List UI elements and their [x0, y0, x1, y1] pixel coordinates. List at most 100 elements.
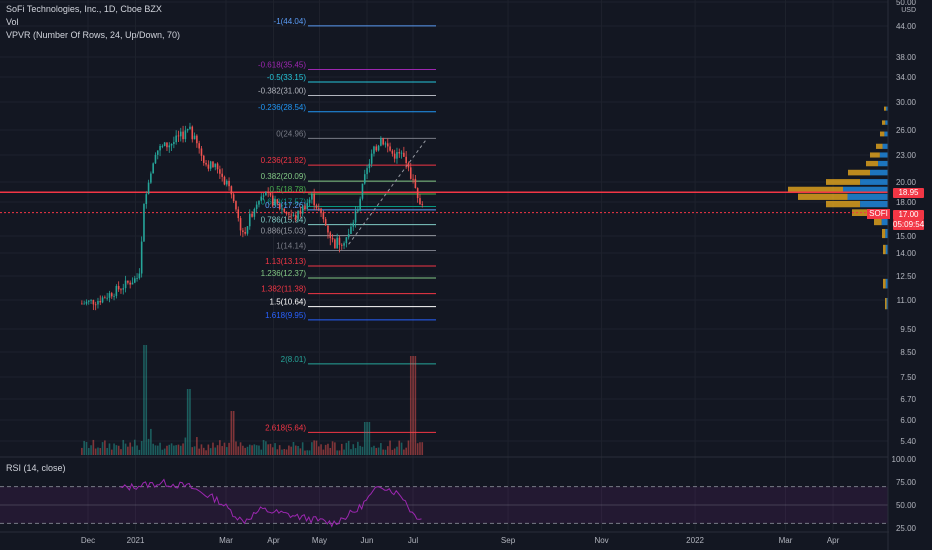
volume-bar [99, 448, 102, 455]
volume-bar [92, 439, 95, 455]
candle-body [416, 188, 419, 199]
candle-body [193, 135, 196, 140]
volume-bar [251, 445, 253, 455]
candle-body [380, 138, 382, 146]
candle-body [283, 208, 286, 212]
volume-bar [301, 442, 304, 455]
volume-bar [352, 444, 355, 455]
volume-bar [377, 447, 380, 455]
candle-body [212, 161, 214, 168]
candle-body [196, 135, 198, 144]
volume-bar [110, 449, 113, 455]
candle-body [292, 214, 295, 216]
volume-bar [159, 442, 161, 455]
candle-body [311, 194, 313, 200]
price-tick-label: 50.00 [896, 0, 917, 7]
volume-bar [386, 446, 389, 455]
vpvr-bar-down [876, 143, 883, 149]
time-tick-label: Apr [827, 536, 840, 545]
candle-body [207, 164, 210, 169]
volume-bar [120, 449, 122, 455]
volume-bar [317, 446, 320, 455]
volume-bar [343, 449, 345, 455]
candle-body [173, 142, 175, 144]
vpvr-bar-down [883, 244, 886, 255]
candle-body [373, 146, 375, 154]
candle-body [85, 301, 88, 304]
volume-bar [87, 448, 90, 455]
volume-bar [228, 442, 230, 455]
rsi-legend: RSI (14, close) [6, 463, 66, 473]
time-tick-label: Jun [361, 536, 374, 545]
candle-body [115, 285, 118, 296]
candle-body [248, 213, 251, 227]
volume-bar [338, 450, 341, 455]
volume-bar [297, 445, 299, 455]
candle-body [269, 192, 272, 196]
fib-level-label: 1(14.14) [276, 242, 306, 251]
candle-body [161, 145, 164, 147]
volume-bar [265, 441, 267, 455]
volume-bar [173, 445, 175, 455]
volume-bar [398, 440, 401, 455]
vpvr-bar-down [884, 106, 887, 111]
volume-bar [85, 442, 88, 455]
price-tick-label: 23.00 [896, 151, 917, 160]
volume-bar [244, 447, 246, 455]
candle-body [398, 152, 401, 154]
candle-body [363, 174, 366, 184]
fib-level-label: 0.786(15.94) [261, 216, 307, 225]
vpvr-bar-down [880, 131, 885, 137]
volume-bar [129, 442, 131, 455]
candle-body [285, 211, 288, 214]
volume-bar [400, 442, 403, 455]
vpvr-legend: VPVR (Number Of Rows, 24, Up/Down, 70) [6, 30, 181, 40]
candle-body [306, 202, 309, 210]
volume-bar [101, 442, 104, 455]
candle-body [368, 163, 371, 169]
volume-bar [83, 440, 85, 455]
volume-bar [274, 443, 276, 455]
candle-body [276, 199, 279, 204]
price-tick-label: 5.40 [900, 437, 916, 446]
volume-bar [202, 447, 205, 455]
candle-body [308, 199, 311, 203]
candle-body [278, 203, 281, 209]
vpvr-bar-up [884, 131, 888, 137]
candle-body [223, 176, 226, 185]
volume-bar [223, 442, 226, 455]
price-tick-label: 6.00 [900, 416, 916, 425]
candle-body [175, 135, 177, 143]
price-tick-label: 14.00 [896, 249, 917, 258]
vpvr-bar-up [878, 160, 888, 167]
volume-bar [122, 439, 125, 455]
candle-body [92, 299, 95, 305]
volume-bar [340, 443, 343, 455]
volume-bar [219, 440, 221, 455]
candle-body [317, 208, 320, 210]
candle-body [403, 152, 405, 157]
volume-bar [225, 447, 228, 455]
time-tick-label: Sep [501, 536, 516, 545]
candle-body [225, 180, 228, 185]
price-tick-label: 34.00 [896, 73, 917, 82]
vpvr-bar-up [885, 244, 888, 255]
candle-body [131, 282, 134, 285]
candle-body [191, 126, 194, 140]
candle-body [389, 146, 391, 151]
candle-body [138, 273, 141, 279]
candle-body [347, 234, 350, 238]
candle-body [290, 214, 292, 216]
vpvr-bar-down [798, 193, 848, 200]
volume-bar [304, 450, 306, 455]
candle-body [104, 297, 106, 299]
rsi-tick-label: 25.00 [896, 524, 917, 533]
volume-bar [163, 448, 166, 455]
rsi-tick-label: 75.00 [896, 478, 917, 487]
volume-bar [403, 449, 405, 455]
candle-body [377, 145, 380, 151]
volume-bar [409, 356, 412, 455]
volume-bar [179, 445, 182, 455]
